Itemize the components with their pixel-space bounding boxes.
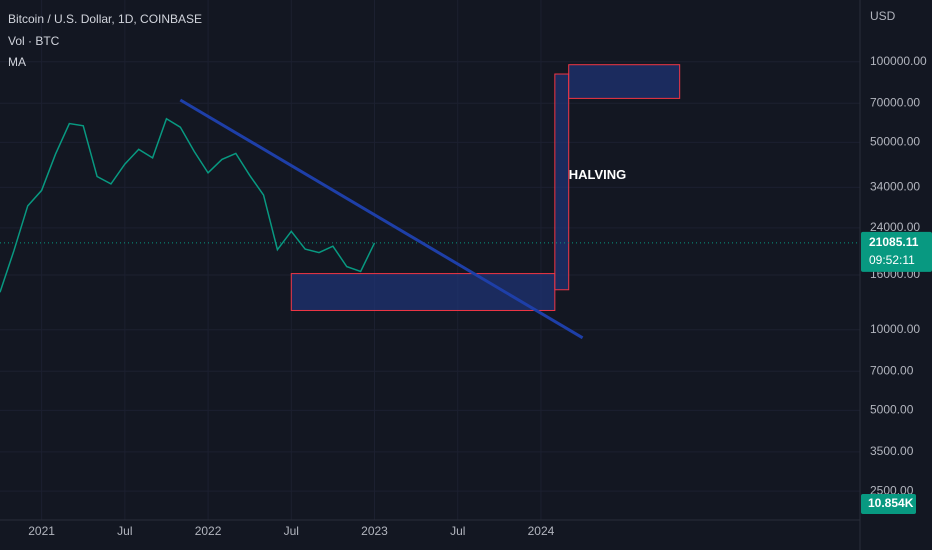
x-tick-label: Jul (284, 524, 299, 538)
price-label-bg (861, 231, 932, 272)
y-tick-label: 34000.00 (870, 179, 920, 193)
zone-box (554, 73, 570, 291)
zone-box (290, 273, 556, 311)
x-tick-label: 2024 (528, 524, 555, 538)
annotation: HALVING (569, 167, 627, 182)
y-tick-label: 3500.00 (870, 444, 914, 458)
y-tick-label: 7000.00 (870, 363, 914, 377)
price-line (0, 117, 376, 293)
ma-legend: MA (8, 55, 26, 69)
y-tick-label: 2500.00 (870, 483, 914, 497)
x-tick-label: Jul (117, 524, 132, 538)
chart-title: Bitcoin / U.S. Dollar, 1D, COINBASE (8, 12, 202, 26)
price-label: 21085.11 (869, 235, 919, 249)
currency: USD (870, 9, 896, 23)
y-tick-label: 100000.00 (870, 54, 927, 68)
x-tick-label: 2023 (361, 524, 388, 538)
y-tick-label: 24000.00 (870, 220, 920, 234)
plot: HALVING (0, 0, 860, 520)
y-tick-label: 10000.00 (870, 322, 920, 336)
volume-label-bg (861, 494, 916, 514)
zone-box (568, 64, 681, 99)
y-tick-label: 50000.00 (870, 135, 920, 149)
x-tick-label: Jul (450, 524, 465, 538)
volume-label: 10.854K (868, 496, 914, 510)
trend-line (179, 98, 584, 340)
volume-legend: Vol · BTC (8, 34, 60, 48)
x-tick-label: 2021 (28, 524, 55, 538)
x-tick-label: 2022 (195, 524, 222, 538)
countdown: 09:52:11 (869, 253, 915, 267)
y-tick-label: 70000.00 (870, 95, 920, 109)
y-tick-label: 5000.00 (870, 403, 914, 417)
